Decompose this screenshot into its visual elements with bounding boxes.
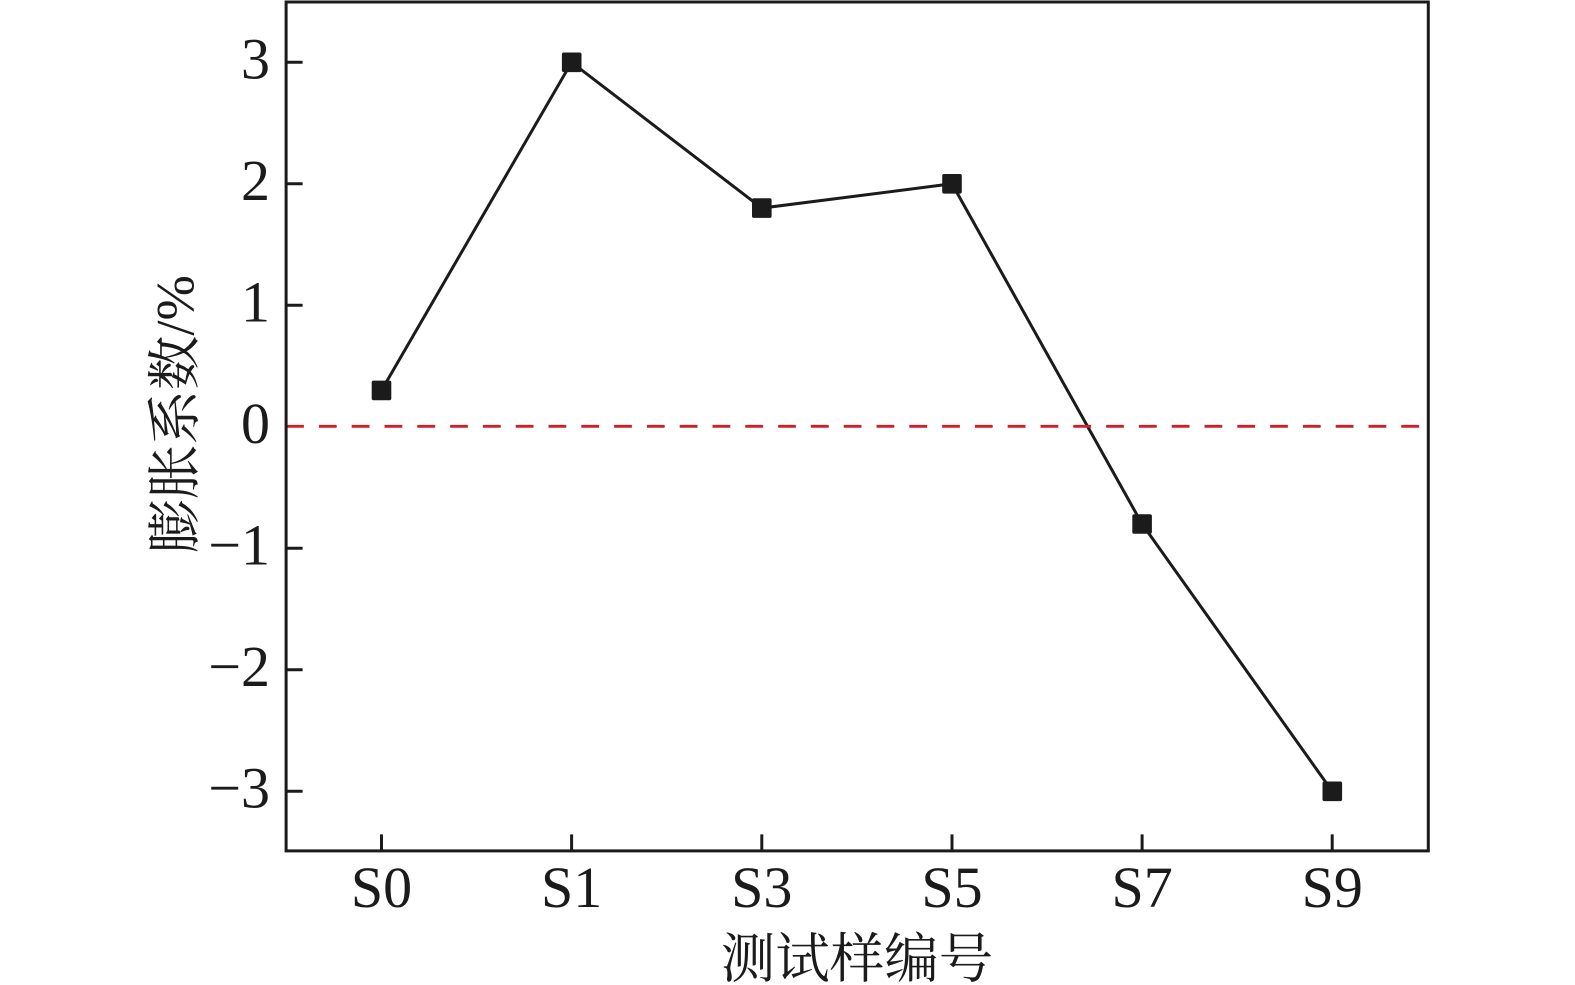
svg-text:1: 1 (241, 269, 270, 334)
svg-text:−2: −2 (208, 634, 270, 699)
svg-text:S3: S3 (731, 855, 792, 920)
svg-text:S7: S7 (1111, 855, 1172, 920)
svg-text:−1: −1 (208, 512, 270, 577)
svg-text:3: 3 (241, 26, 270, 91)
svg-text:S5: S5 (921, 855, 982, 920)
svg-text:/%: /% (145, 275, 206, 336)
svg-text:−3: −3 (208, 755, 270, 820)
svg-text:S0: S0 (351, 855, 412, 920)
svg-text:S1: S1 (541, 855, 602, 920)
svg-text:S9: S9 (1302, 855, 1363, 920)
svg-text:2: 2 (241, 148, 270, 213)
svg-text:0: 0 (241, 391, 270, 456)
